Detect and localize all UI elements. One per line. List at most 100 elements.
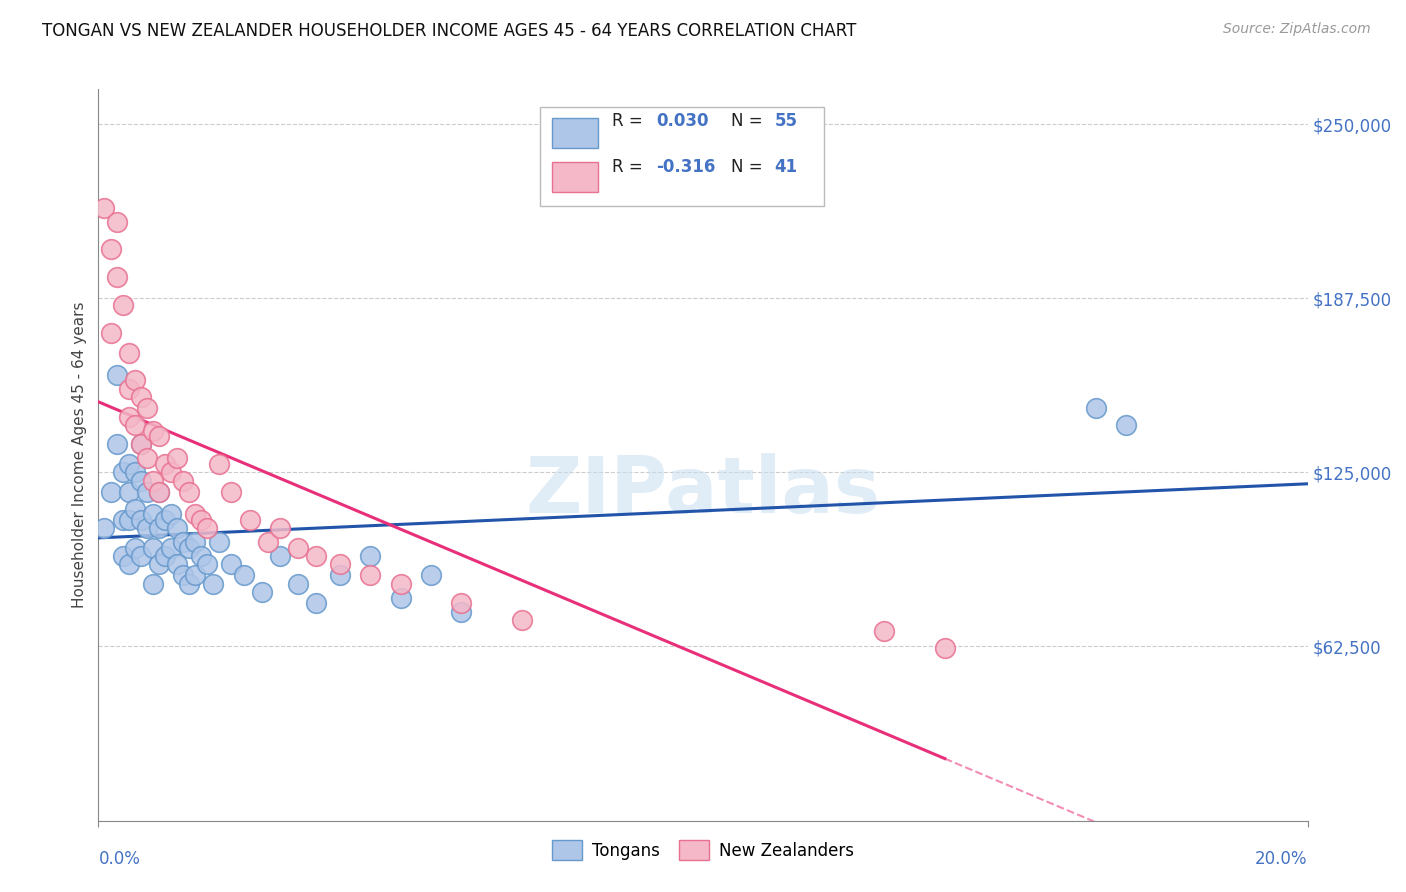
Point: [305, 549, 328, 563]
Point: [208, 535, 231, 549]
Text: R =: R =: [613, 112, 648, 129]
Y-axis label: Householder Income Ages 45 - 64 years: Householder Income Ages 45 - 64 years: [72, 301, 87, 608]
Point: [111, 549, 134, 563]
Point: [124, 373, 146, 387]
Point: [111, 298, 134, 312]
Point: [118, 484, 141, 499]
Point: [135, 484, 157, 499]
Point: [232, 568, 254, 582]
Point: [389, 576, 412, 591]
Point: [179, 576, 201, 591]
Point: [153, 513, 176, 527]
Point: [287, 541, 309, 555]
Point: [111, 513, 134, 527]
Point: [100, 243, 122, 257]
Text: R =: R =: [613, 159, 648, 177]
Point: [221, 558, 243, 572]
Point: [250, 585, 273, 599]
Point: [100, 484, 122, 499]
Point: [360, 568, 382, 582]
Point: [166, 451, 188, 466]
Text: N =: N =: [731, 112, 768, 129]
Point: [329, 558, 352, 572]
Point: [934, 640, 956, 655]
Point: [510, 613, 533, 627]
Point: [190, 549, 212, 563]
FancyBboxPatch shape: [553, 119, 598, 148]
Point: [172, 535, 194, 549]
Text: 0.0%: 0.0%: [98, 850, 141, 868]
Point: [166, 521, 188, 535]
Point: [124, 466, 146, 480]
Point: [873, 624, 896, 639]
Point: [105, 437, 128, 451]
Point: [153, 457, 176, 471]
Point: [105, 270, 128, 285]
Point: [160, 541, 183, 555]
Point: [118, 457, 141, 471]
Point: [450, 605, 472, 619]
Point: [184, 507, 207, 521]
Text: 0.030: 0.030: [655, 112, 709, 129]
Point: [287, 576, 309, 591]
Point: [305, 596, 328, 610]
Text: 20.0%: 20.0%: [1256, 850, 1308, 868]
Point: [129, 549, 152, 563]
Point: [148, 558, 170, 572]
Point: [135, 401, 157, 416]
Point: [142, 576, 165, 591]
Point: [160, 466, 183, 480]
Point: [269, 521, 291, 535]
Point: [118, 382, 141, 396]
Point: [142, 474, 165, 488]
Point: [389, 591, 412, 605]
Point: [105, 368, 128, 382]
Text: ZIPatlas: ZIPatlas: [526, 453, 880, 530]
Point: [111, 466, 134, 480]
Point: [195, 558, 218, 572]
Point: [135, 451, 157, 466]
FancyBboxPatch shape: [540, 108, 824, 206]
Point: [184, 535, 207, 549]
Point: [93, 201, 115, 215]
Point: [100, 326, 122, 340]
Point: [172, 568, 194, 582]
Point: [1085, 401, 1108, 416]
Point: [172, 474, 194, 488]
Point: [129, 474, 152, 488]
Text: 55: 55: [775, 112, 797, 129]
Point: [329, 568, 352, 582]
Point: [142, 507, 165, 521]
Point: [93, 521, 115, 535]
Point: [148, 429, 170, 443]
Point: [153, 549, 176, 563]
Point: [256, 535, 278, 549]
Point: [1115, 417, 1137, 432]
Point: [105, 214, 128, 228]
Point: [184, 568, 207, 582]
Point: [221, 484, 243, 499]
Point: [129, 437, 152, 451]
Text: 41: 41: [775, 159, 797, 177]
Point: [129, 513, 152, 527]
Point: [179, 484, 201, 499]
Point: [160, 507, 183, 521]
Text: Source: ZipAtlas.com: Source: ZipAtlas.com: [1223, 22, 1371, 37]
Text: N =: N =: [731, 159, 768, 177]
Point: [239, 513, 262, 527]
Point: [208, 457, 231, 471]
Point: [148, 484, 170, 499]
Point: [148, 521, 170, 535]
Point: [118, 558, 141, 572]
FancyBboxPatch shape: [553, 162, 598, 192]
Point: [450, 596, 472, 610]
Point: [124, 501, 146, 516]
Point: [129, 437, 152, 451]
Point: [118, 513, 141, 527]
Point: [179, 541, 201, 555]
Point: [148, 484, 170, 499]
Point: [360, 549, 382, 563]
Point: [118, 345, 141, 359]
Point: [142, 424, 165, 438]
Point: [135, 521, 157, 535]
